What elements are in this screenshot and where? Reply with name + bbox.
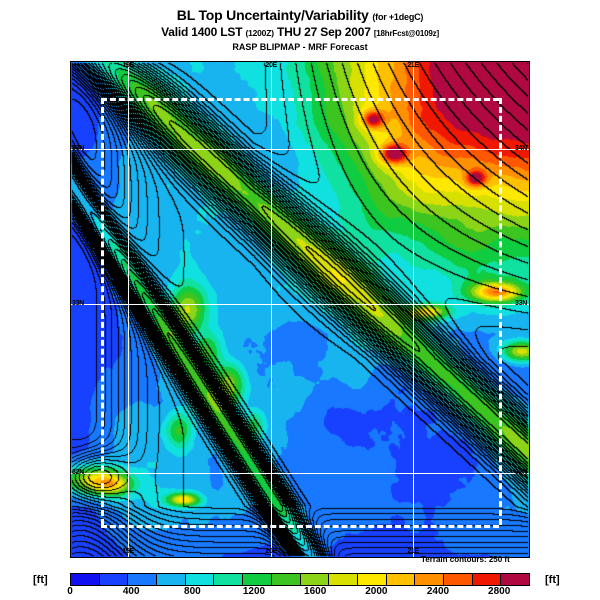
graticule-parallel bbox=[71, 149, 529, 150]
map-frame[interactable]: 19E 19E 20E 20E 21E 21E 33N 33N 32N 34N 33N 32N bbox=[70, 61, 530, 558]
subdomain-edge bbox=[499, 98, 503, 525]
colorbar-segment bbox=[99, 574, 129, 585]
colorbar-segment bbox=[243, 574, 272, 585]
title-subscript: (for +1degC) bbox=[372, 12, 424, 22]
map-tick-label: 32N bbox=[515, 468, 527, 476]
graticule-meridian bbox=[271, 62, 272, 557]
colorbar-tick: 800 bbox=[184, 586, 201, 597]
terrain-contour-note: Terrain contours: 250 ft bbox=[421, 555, 510, 564]
forecast-stamp: [18hrFcst@0109z] bbox=[373, 29, 439, 38]
graticule-meridian bbox=[128, 62, 129, 557]
subdomain-edge bbox=[101, 98, 105, 525]
graticule-parallel bbox=[71, 304, 529, 305]
colorbar-segment bbox=[386, 574, 416, 585]
map-tick-label: 21E bbox=[407, 548, 419, 555]
colorbar-segment bbox=[128, 574, 158, 585]
map-tick-label: 33N bbox=[72, 299, 84, 307]
colorbar-segment bbox=[214, 574, 244, 585]
colorbar-segment bbox=[501, 574, 529, 585]
title-main: BL Top Uncertainty/Variability bbox=[176, 7, 369, 23]
colorbar-segment bbox=[157, 574, 186, 585]
graticule-meridian bbox=[413, 62, 414, 557]
weather-field-heatmap bbox=[71, 62, 529, 557]
colorbar-segment bbox=[185, 574, 215, 585]
chart-title-line1: BL Top Uncertainty/Variability (for +1de… bbox=[0, 8, 600, 25]
colorbar-unit-left: [ft] bbox=[33, 574, 48, 586]
colorbar[interactable] bbox=[70, 573, 530, 586]
colorbar-tick-labels: 0 400 800 1200 1600 2000 2400 2800 bbox=[67, 586, 530, 598]
map-tick-label: 19E bbox=[122, 62, 135, 69]
colorbar-tick: 2400 bbox=[426, 586, 450, 597]
map-tick-label: 34N bbox=[515, 144, 527, 152]
graticule-parallel bbox=[71, 473, 529, 474]
colorbar-tick: 2000 bbox=[365, 586, 388, 597]
colorbar-segment bbox=[300, 574, 330, 585]
valid-date: THU 27 Sep 2007 bbox=[276, 25, 371, 39]
valid-time: Valid 1400 LST bbox=[161, 25, 243, 39]
colorbar-tick: 1600 bbox=[304, 586, 327, 597]
colorbar-segment bbox=[472, 574, 502, 585]
colorbar-segment bbox=[271, 574, 301, 585]
colorbar-tick: 2800 bbox=[488, 586, 511, 597]
subdomain-edge bbox=[101, 98, 500, 102]
map-tick-label: 20E bbox=[265, 548, 277, 555]
colorbar-tick: 400 bbox=[122, 586, 140, 597]
colorbar-segment bbox=[443, 574, 473, 585]
map-tick-label: 20E bbox=[265, 62, 277, 69]
title-block: BL Top Uncertainty/Variability (for +1de… bbox=[0, 8, 600, 54]
colorbar-tick: 0 bbox=[67, 586, 73, 597]
colorbar-segment bbox=[357, 574, 387, 585]
map-tick-label: 21E bbox=[407, 62, 419, 69]
colorbar-unit-right: [ft] bbox=[545, 574, 560, 586]
chart-title-line3: RASP BLIPMAP - MRF Forecast bbox=[232, 42, 368, 52]
colorbar-segment bbox=[329, 574, 358, 585]
chart-title-line2: Valid 1400 LST (1200Z) THU 27 Sep 2007 [… bbox=[0, 25, 600, 41]
valid-time-utc: (1200Z) bbox=[245, 28, 274, 38]
colorbar-segment bbox=[415, 574, 444, 585]
map-tick-label: 19E bbox=[122, 548, 135, 555]
subdomain-edge bbox=[101, 524, 500, 528]
map-tick-label: 32N bbox=[72, 468, 84, 476]
map-tick-label: 33N bbox=[515, 299, 527, 307]
colorbar-segment bbox=[71, 574, 100, 585]
map-tick-label: 33N bbox=[72, 144, 84, 152]
colorbar-tick: 1200 bbox=[242, 586, 266, 597]
